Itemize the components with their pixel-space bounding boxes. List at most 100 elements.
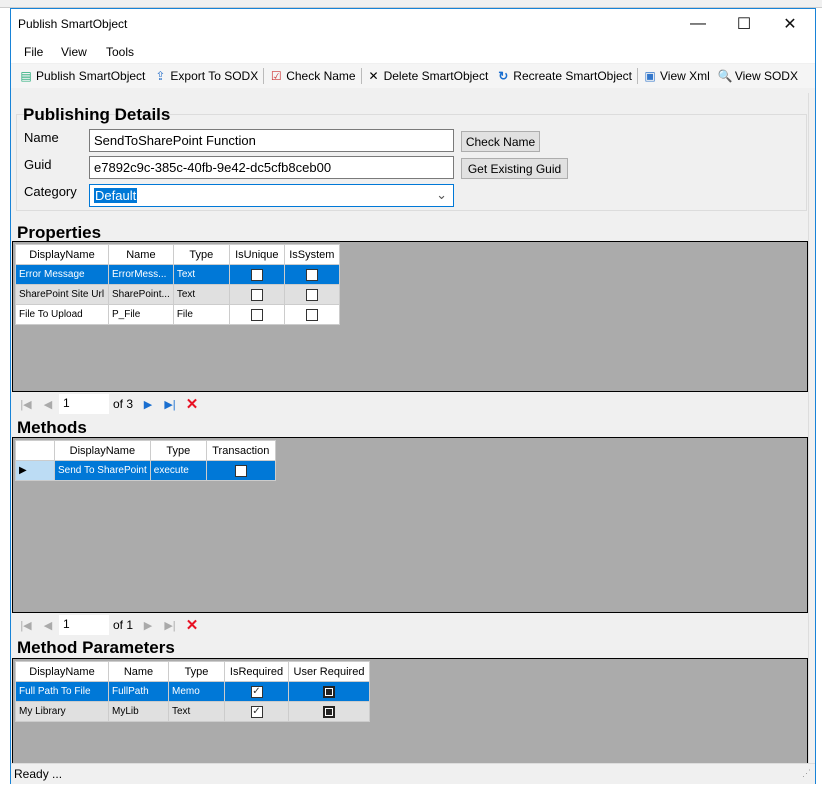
vertical-scrollbar[interactable] [808, 93, 815, 763]
user-required-checkbox[interactable] [323, 685, 335, 698]
page-position-input[interactable]: 1 [59, 615, 109, 635]
cell-display-name[interactable]: Error Message [15, 264, 109, 285]
column-header[interactable]: Name [108, 661, 169, 682]
cell-type[interactable]: File [172, 304, 230, 325]
cell-type[interactable]: Text [172, 284, 230, 305]
label: Publish SmartObject [36, 69, 146, 83]
table-row[interactable]: ▶ Send To SharePoint execute [15, 460, 276, 481]
is-unique-checkbox[interactable] [250, 268, 263, 281]
column-header[interactable]: User Required [288, 661, 370, 682]
view-sodx-button[interactable]: 🔍 View SODX [714, 69, 802, 83]
page-position-input[interactable]: 1 [59, 394, 109, 414]
recreate-smartobject-button[interactable]: ↻ Recreate SmartObject [492, 69, 636, 83]
label: View Xml [660, 69, 710, 83]
menu-view[interactable]: View [61, 45, 87, 59]
separator [637, 68, 639, 84]
last-page-icon[interactable]: ▶| [164, 619, 176, 632]
is-unique-checkbox[interactable] [250, 308, 263, 321]
get-existing-guid-button[interactable]: Get Existing Guid [461, 158, 568, 179]
cell-type[interactable]: Text [172, 264, 230, 285]
next-page-icon[interactable]: ▶ [143, 398, 153, 411]
check-name-form-button[interactable]: Check Name [461, 131, 540, 152]
delete-smartobject-button[interactable]: ✕ Delete SmartObject [363, 69, 493, 83]
properties-grid[interactable]: DisplayName Name Type IsUnique IsSystem … [12, 241, 808, 392]
cell-name[interactable]: ErrorMess... [108, 264, 174, 285]
publish-smartobject-window: Publish SmartObject — ☐ ✕ File View Tool… [10, 8, 816, 784]
check-name-button[interactable]: ☑ Check Name [265, 69, 359, 83]
next-page-icon[interactable]: ▶ [143, 619, 153, 632]
column-header[interactable]: IsRequired [224, 661, 289, 682]
minimize-button[interactable]: — [690, 15, 706, 32]
column-header[interactable]: Name [108, 244, 174, 265]
table-row[interactable]: File To Upload P_File File [15, 304, 340, 325]
first-page-icon[interactable]: |◀ [20, 398, 32, 411]
cell-display-name[interactable]: Send To SharePoint [54, 460, 151, 481]
cell-display-name[interactable]: Full Path To File [15, 681, 109, 702]
cell-name[interactable]: MyLib [108, 701, 169, 722]
is-system-checkbox[interactable] [305, 308, 318, 321]
category-select[interactable]: Default ⌄ [89, 184, 454, 207]
current-row-indicator-icon[interactable]: ▶ [15, 460, 55, 481]
properties-pager: |◀ ◀ 1 of 3 ▶ ▶| ✕ [15, 394, 203, 414]
name-input[interactable]: SendToSharePoint Function [89, 129, 454, 152]
menu-tools[interactable]: Tools [106, 45, 135, 59]
is-required-checkbox[interactable]: ✓ [250, 705, 263, 718]
methods-heading: Methods [17, 418, 87, 437]
is-required-checkbox[interactable]: ✓ [250, 685, 263, 698]
maximize-button[interactable]: ☐ [736, 16, 752, 33]
publish-smartobject-button[interactable]: ▤ Publish SmartObject [15, 69, 149, 83]
is-system-checkbox[interactable] [305, 288, 318, 301]
delete-row-icon[interactable]: ✕ [185, 396, 199, 413]
view-xml-button[interactable]: ▣ View Xml [639, 69, 714, 83]
cell-type[interactable]: Memo [168, 681, 225, 702]
export-to-sodx-button[interactable]: ⇪ Export To SODX [149, 69, 262, 83]
column-header[interactable]: Type [149, 440, 207, 461]
first-page-icon[interactable]: |◀ [20, 619, 32, 632]
delete-row-icon[interactable]: ✕ [185, 617, 199, 634]
table-row[interactable]: Full Path To File FullPath Memo ✓ [15, 681, 370, 702]
previous-page-icon[interactable]: ◀ [43, 619, 53, 632]
publishing-details-heading: Publishing Details [23, 105, 171, 124]
label: Export To SODX [170, 69, 259, 83]
background-app-strip [0, 0, 822, 8]
resize-grip-icon[interactable]: ⋰ [802, 768, 811, 778]
menu-file[interactable]: File [24, 45, 44, 59]
transaction-checkbox[interactable] [234, 464, 247, 477]
methods-grid[interactable]: DisplayName Type Transaction ▶ Send To S… [12, 437, 808, 613]
publish-icon: ▤ [20, 69, 32, 83]
column-header[interactable]: Transaction [205, 440, 276, 461]
guid-label: Guid [24, 157, 52, 172]
cell-type[interactable]: Text [168, 701, 225, 722]
column-header[interactable]: DisplayName [54, 440, 151, 461]
column-header[interactable]: DisplayName [15, 661, 109, 682]
category-label: Category [24, 184, 77, 199]
table-row[interactable]: My Library MyLib Text ✓ [15, 701, 370, 722]
cell-display-name[interactable]: File To Upload [15, 304, 109, 325]
user-required-checkbox[interactable] [323, 705, 335, 718]
cell-name[interactable]: P_File [108, 304, 174, 325]
previous-page-icon[interactable]: ◀ [43, 398, 53, 411]
is-unique-checkbox[interactable] [250, 288, 263, 301]
table-row[interactable]: SharePoint Site Url SharePoint... Text [15, 284, 340, 305]
category-value: Default [94, 188, 138, 203]
cell-display-name[interactable]: My Library [15, 701, 109, 722]
export-icon: ⇪ [155, 69, 166, 83]
method-parameters-grid[interactable]: DisplayName Name Type IsRequired User Re… [12, 658, 808, 766]
guid-input[interactable]: e7892c9c-385c-40fb-9e42-dc5cfb8ceb00 [89, 156, 454, 179]
methods-pager: |◀ ◀ 1 of 1 ▶ ▶| ✕ [15, 615, 203, 635]
column-header[interactable]: Type [172, 244, 230, 265]
column-header[interactable]: Type [168, 661, 225, 682]
cell-name[interactable]: FullPath [108, 681, 169, 702]
column-header[interactable]: IsSystem [283, 244, 340, 265]
status-text: Ready ... [14, 767, 63, 781]
column-header[interactable]: IsUnique [228, 244, 285, 265]
is-system-checkbox[interactable] [305, 268, 318, 281]
table-row[interactable]: Error Message ErrorMess... Text [15, 264, 340, 285]
chevron-down-icon: ⌄ [436, 187, 447, 202]
column-header[interactable]: DisplayName [15, 244, 109, 265]
cell-display-name[interactable]: SharePoint Site Url [15, 284, 109, 305]
last-page-icon[interactable]: ▶| [164, 398, 176, 411]
close-button[interactable]: ✕ [783, 16, 797, 33]
cell-type[interactable]: execute [149, 460, 207, 481]
cell-name[interactable]: SharePoint... [108, 284, 174, 305]
